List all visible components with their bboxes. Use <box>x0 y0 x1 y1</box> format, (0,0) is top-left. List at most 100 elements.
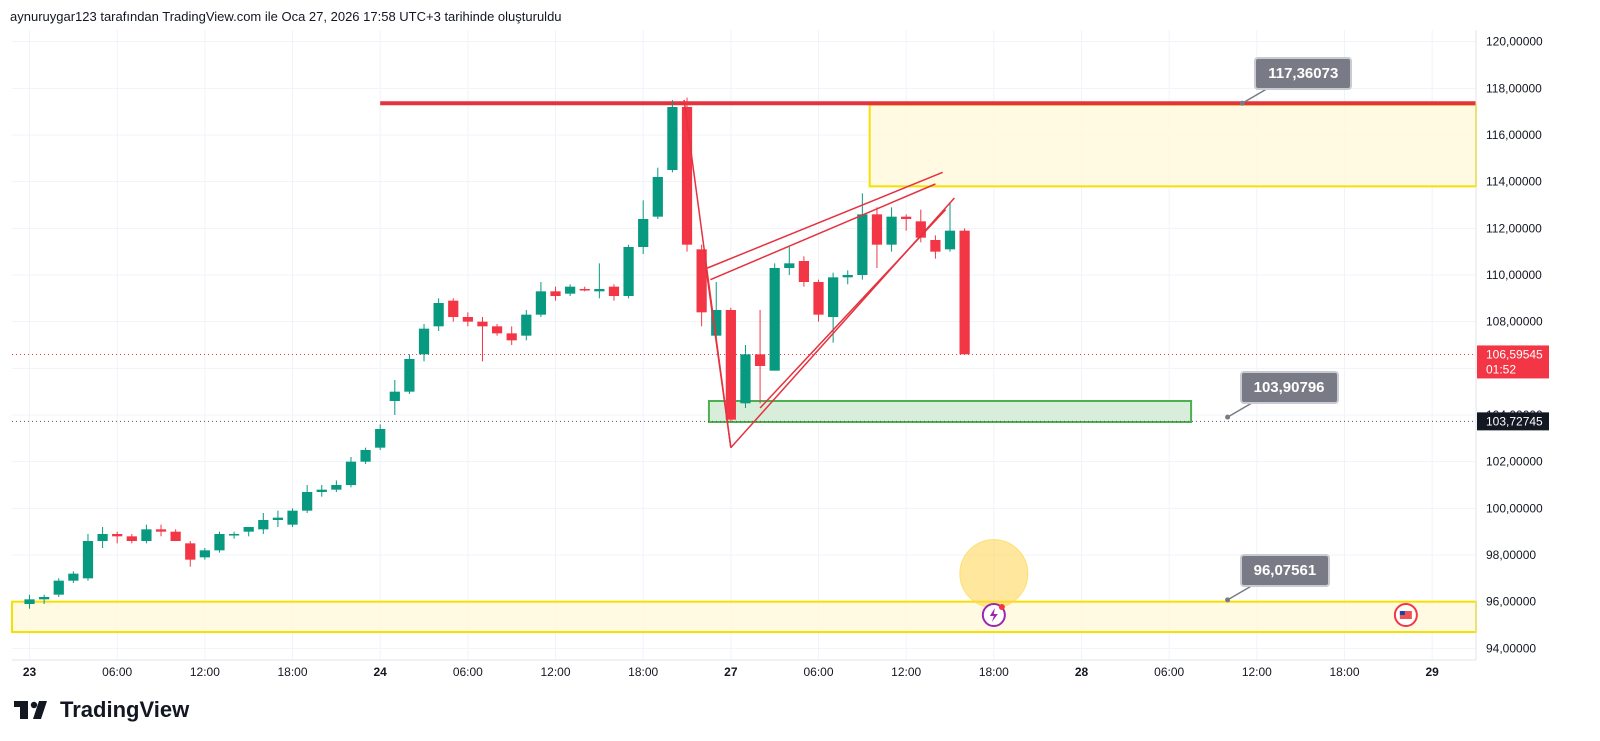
time-tick-label: 12:00 <box>190 665 220 679</box>
candle <box>375 424 386 450</box>
candle-body <box>754 354 766 366</box>
price-tick-label: 112,00000 <box>1486 221 1542 235</box>
candle-body <box>345 461 357 485</box>
candle-body <box>871 214 883 245</box>
candle <box>871 207 883 268</box>
callout-anchor <box>1225 414 1231 420</box>
time-tick-label: 12:00 <box>891 665 921 679</box>
time-tick-label: 23 <box>23 665 37 679</box>
last-price-value: 106,59545 <box>1486 347 1543 361</box>
candle <box>857 193 868 280</box>
candle <box>345 457 357 488</box>
candle-body <box>39 597 50 600</box>
candle-body <box>798 261 810 282</box>
pattern-line <box>710 183 936 281</box>
candle <box>491 324 503 336</box>
candle <box>506 326 517 345</box>
candle-body <box>915 221 926 238</box>
candle <box>141 524 152 544</box>
candle-body <box>477 321 488 327</box>
candle-body <box>287 510 298 525</box>
price-tick-label: 114,00000 <box>1486 175 1542 189</box>
candle <box>302 485 313 513</box>
candle-body <box>740 354 751 404</box>
candle <box>828 272 839 343</box>
time-tick-label: 06:00 <box>803 665 833 679</box>
candle-body <box>565 286 576 294</box>
callout-anchor <box>1239 100 1245 106</box>
candle-body <box>813 282 824 315</box>
candle-body <box>24 599 35 604</box>
support-price-tag <box>1477 412 1549 431</box>
candle <box>886 207 897 252</box>
candle <box>82 534 94 581</box>
candle-body <box>959 230 970 355</box>
price-tick-label: 100,00000 <box>1486 501 1543 515</box>
price-callout[interactable]: 96,07561 <box>1239 553 1331 587</box>
candle <box>185 541 196 567</box>
candle <box>959 228 970 355</box>
candle-body <box>243 527 254 532</box>
candle <box>725 307 736 422</box>
candle <box>623 244 634 299</box>
price-tick-label: 102,00000 <box>1486 455 1543 469</box>
time-tick-label: 06:00 <box>453 665 483 679</box>
price-tick-label: 118,00000 <box>1486 81 1542 95</box>
candle-body <box>228 534 240 536</box>
candle <box>243 527 254 537</box>
flag-canton-icon <box>1399 611 1405 615</box>
event-dot-icon <box>998 604 1005 610</box>
candle <box>97 527 108 548</box>
candle-body <box>462 317 473 322</box>
candle-body <box>944 230 956 250</box>
callout-leader <box>1227 585 1252 601</box>
axes-layer: 120,00000 118,00000 116,00000 114,00000 112,… <box>12 30 1549 679</box>
candle <box>126 534 137 544</box>
candle <box>389 380 400 415</box>
candle <box>842 270 853 285</box>
candle-body <box>535 291 547 315</box>
price-tick-label: 98,00000 <box>1486 548 1536 562</box>
time-tick-label: 18:00 <box>628 665 658 679</box>
candle <box>711 282 722 338</box>
candle-body <box>272 517 284 520</box>
price-callout[interactable]: 117,36073 <box>1254 57 1353 91</box>
candle <box>258 513 269 534</box>
candle <box>944 202 956 252</box>
candle <box>170 529 181 541</box>
time-tick-label: 29 <box>1425 665 1439 679</box>
candle <box>667 100 678 173</box>
candle-body <box>141 529 152 541</box>
candle <box>521 310 532 341</box>
candle <box>798 256 810 287</box>
callout-leader <box>1227 402 1252 418</box>
candle <box>740 345 751 408</box>
price-tick-label: 110,00000 <box>1486 268 1542 282</box>
candle-body <box>623 247 634 296</box>
candle-body <box>331 485 342 490</box>
pattern-line <box>707 171 943 269</box>
candle <box>214 531 225 553</box>
candle-body <box>375 429 386 448</box>
candle-body <box>389 391 400 401</box>
candle-body <box>155 529 167 532</box>
candle-body <box>550 291 561 296</box>
lightning-bolt-icon <box>989 608 998 622</box>
price-tick-label: 120,00000 <box>1486 35 1543 49</box>
green-zone <box>707 400 1193 423</box>
candle-body <box>857 214 868 275</box>
candle <box>901 214 912 231</box>
candle-body <box>258 520 269 530</box>
price-callout[interactable]: 103,90796 <box>1239 371 1339 405</box>
candle <box>754 310 766 404</box>
candle <box>594 263 605 299</box>
yellow-zone <box>868 103 1477 188</box>
candle <box>433 298 444 331</box>
candle <box>769 263 780 371</box>
candle <box>331 480 342 492</box>
candle-body <box>433 303 444 327</box>
candle-body <box>360 450 371 462</box>
candle <box>915 209 926 243</box>
candle-body <box>97 534 108 541</box>
